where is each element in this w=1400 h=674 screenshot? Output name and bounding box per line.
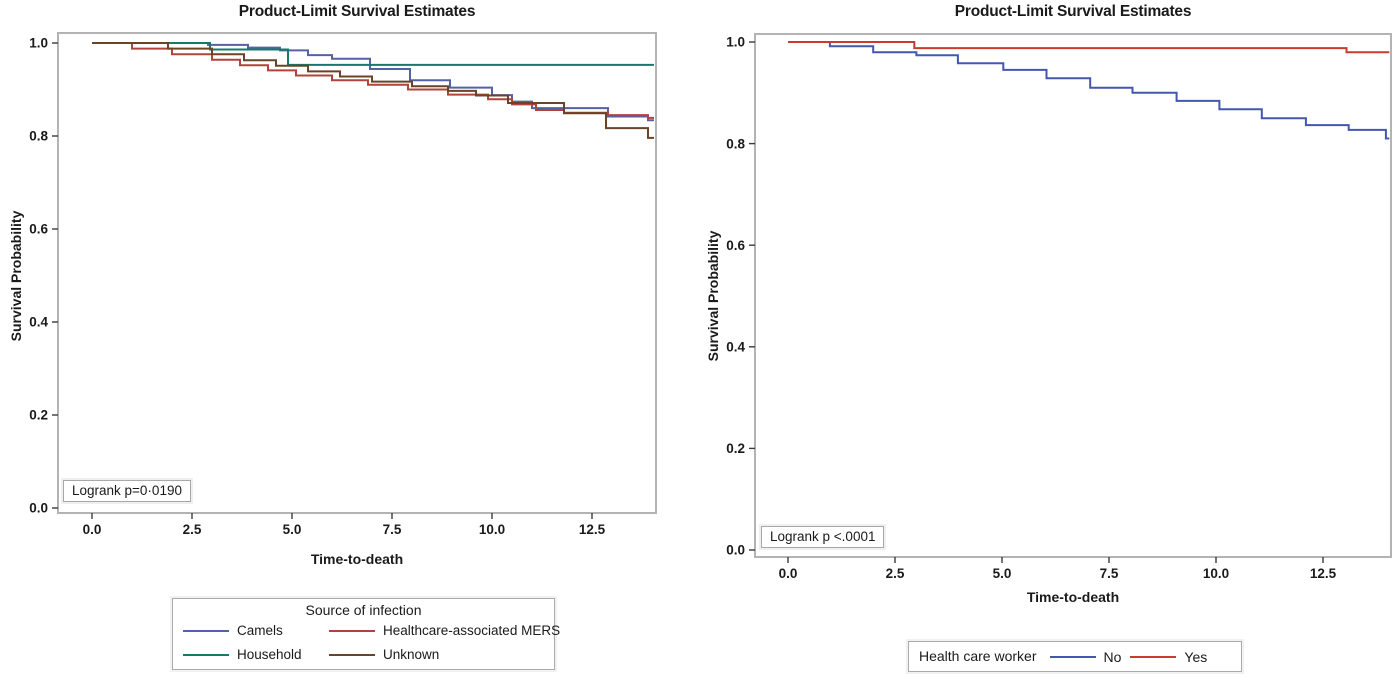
legend-item-yes: Yes <box>1130 646 1207 668</box>
legend-item-label: Household <box>237 647 302 662</box>
legend-item-label: No <box>1103 648 1122 665</box>
left-y-axis-label: Survival Probability <box>8 210 24 342</box>
legend-source-of-infection: Source of infection Camels Healthcare-as… <box>172 598 560 670</box>
right-y-axis-label: Survival Probability <box>705 230 721 362</box>
legend-item-label: Healthcare-associated MERS <box>383 623 561 638</box>
legend-item-unknown: Unknown <box>329 644 560 666</box>
y-tick-label: 0.6 <box>726 238 745 253</box>
y-tick-label: 0.6 <box>29 222 48 237</box>
x-tick-label: 10.0 <box>479 522 505 537</box>
y-tick-label: 0.4 <box>726 340 745 355</box>
legend-item-label: Camels <box>237 623 283 638</box>
y-tick-label: 0.2 <box>726 441 745 456</box>
left-x-axis-label: Time-to-death <box>310 551 404 567</box>
plot-frame <box>754 33 1392 558</box>
no-survival-curve <box>788 41 1390 140</box>
healthcare-associated-mers-line-swatch <box>329 630 375 632</box>
camels-line-swatch <box>183 630 229 632</box>
legend-health-care-worker: Health care worker No Yes <box>908 641 1242 672</box>
y-tick-label: 0.2 <box>29 408 48 423</box>
legend-item-no: No <box>1049 646 1122 668</box>
no-line-swatch <box>1049 655 1096 658</box>
x-tick-label: 0.0 <box>83 522 102 537</box>
x-tick-label: 7.5 <box>1100 566 1119 581</box>
y-tick-label: 1.0 <box>726 35 745 50</box>
left-logrank-annotation: Logrank p=0·0190 <box>63 480 191 502</box>
legend-item-camels: Camels <box>183 620 325 642</box>
y-tick-label: 0.4 <box>29 315 48 330</box>
y-tick-label: 0.0 <box>29 501 48 516</box>
right-x-axis-label: Time-to-death <box>1026 589 1120 605</box>
y-tick-label: 0.8 <box>29 129 48 144</box>
legend-grid: Camels Healthcare-associated MERS Househ… <box>179 620 560 666</box>
right-chart-title: Product-Limit Survival Estimates <box>954 3 1192 20</box>
x-tick-label: 10.0 <box>1203 566 1229 581</box>
x-tick-label: 2.5 <box>886 566 905 581</box>
x-tick-label: 5.0 <box>993 566 1012 581</box>
unknown-line-swatch <box>329 654 375 656</box>
x-tick-label: 2.5 <box>183 522 202 537</box>
yes-survival-curve <box>788 41 1390 54</box>
left-chart-title: Product-Limit Survival Estimates <box>238 3 476 20</box>
y-tick-label: 1.0 <box>29 36 48 51</box>
yes-line-swatch <box>1130 655 1177 658</box>
plot-frame <box>57 32 657 514</box>
legend-item-label: Unknown <box>383 647 440 662</box>
right-logrank-annotation: Logrank p <.0001 <box>761 526 885 548</box>
x-tick-label: 7.5 <box>383 522 402 537</box>
y-tick-label: 0.0 <box>726 543 745 558</box>
legend-item-label: Yes <box>1184 648 1208 665</box>
legend-title: Health care worker <box>919 648 1037 664</box>
legend-item-household: Household <box>183 644 325 666</box>
x-tick-label: 12.5 <box>579 522 606 537</box>
x-tick-label: 0.0 <box>779 566 798 581</box>
x-tick-label: 5.0 <box>283 522 302 537</box>
camels-survival-curve <box>92 42 654 122</box>
unknown-survival-curve <box>92 42 654 139</box>
household-survival-curve <box>92 42 654 66</box>
household-line-swatch <box>183 654 229 656</box>
x-tick-label: 12.5 <box>1310 566 1337 581</box>
legend-title: Source of infection <box>305 602 422 618</box>
legend-item-healthcare-associated-mers: Healthcare-associated MERS <box>329 620 560 642</box>
y-tick-label: 0.8 <box>726 136 745 151</box>
